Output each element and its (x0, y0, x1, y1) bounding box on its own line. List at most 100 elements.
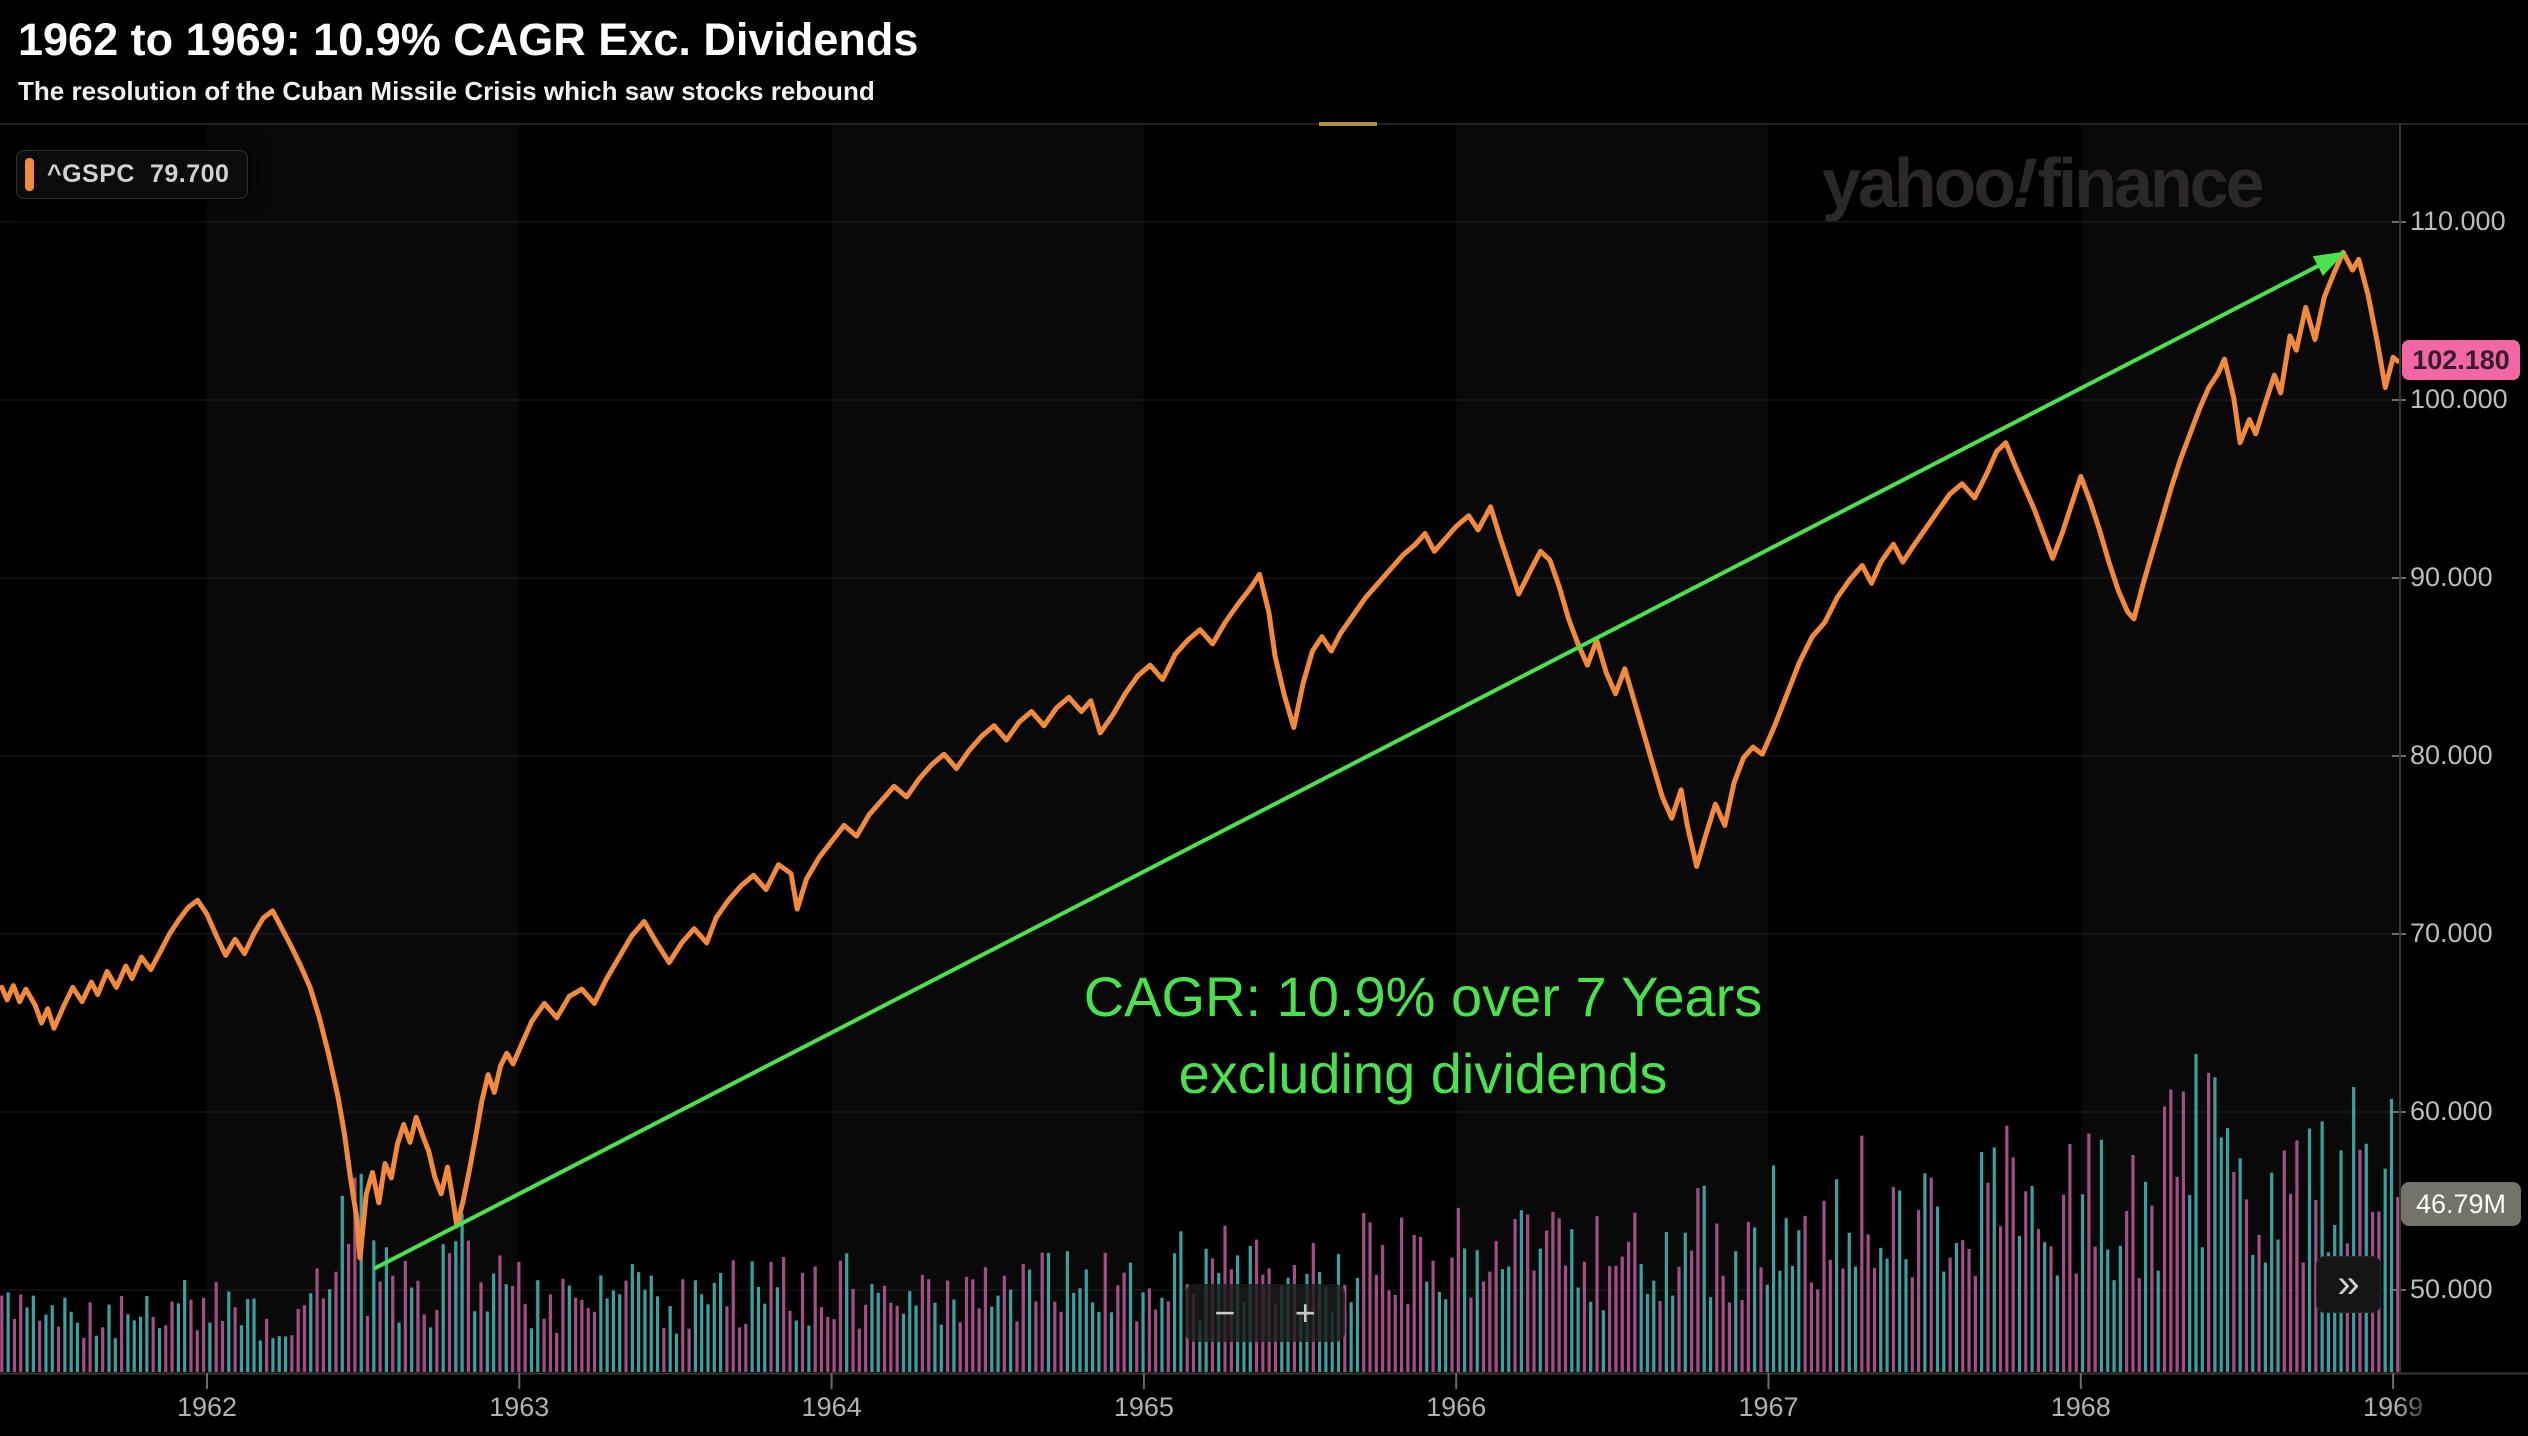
volume-bar (1797, 1230, 1801, 1372)
volume-bar (334, 1271, 338, 1372)
volume-bar (2125, 1211, 2129, 1372)
volume-bar (706, 1304, 710, 1372)
latest-volume-badge: 46.79M (2401, 1182, 2521, 1226)
symbol-legend-badge[interactable]: ^GSPC 79.700 (16, 150, 249, 199)
volume-bar (208, 1322, 212, 1372)
volume-bar (2074, 1273, 2078, 1372)
volume-bar (1532, 1270, 1536, 1372)
volume-bar (2087, 1133, 2091, 1372)
volume-bar (1488, 1271, 1492, 1372)
volume-bar (1072, 1292, 1076, 1372)
volume-bar (517, 1261, 521, 1372)
volume-bar (435, 1309, 439, 1372)
volume-bar (807, 1325, 811, 1372)
volume-bar (1500, 1269, 1505, 1372)
zoom-out-button[interactable]: − (1214, 1292, 1236, 1333)
volume-bar (1570, 1229, 1574, 1372)
volume-bar (1639, 1264, 1643, 1372)
volume-bar (567, 1285, 571, 1372)
volume-bar (1866, 1234, 1870, 1372)
volume-bar (492, 1273, 496, 1372)
volume-bar (1582, 1261, 1587, 1372)
volume-bar (1614, 1265, 1618, 1372)
volume-bar (1828, 1259, 1832, 1372)
volume-bar (889, 1302, 893, 1372)
volume-bar (391, 1275, 395, 1372)
volume-bar (523, 1304, 527, 1372)
trend-arrow-head[interactable] (2312, 251, 2347, 276)
volume-bar (1879, 1247, 1883, 1372)
volume-bar (214, 1282, 218, 1372)
yahoo-finance-watermark: yahoo!finance (1822, 144, 2265, 222)
volume-bar (1475, 1250, 1479, 1372)
volume-bar (1708, 1297, 1713, 1372)
volume-bar (2162, 1106, 2167, 1372)
volume-bar (12, 1318, 17, 1372)
volume-bar (914, 1305, 918, 1372)
volume-bar (1387, 1290, 1391, 1372)
volume-bar (573, 1297, 578, 1372)
volume-bar (1034, 1301, 1038, 1372)
volume-bar (410, 1287, 414, 1372)
volume-bar (2068, 1143, 2072, 1372)
volume-bar (1053, 1301, 1057, 1372)
volume-bar (725, 1306, 729, 1372)
year-shade-band (832, 124, 1144, 1373)
cagr-annotation-line2: excluding dividends (1178, 1042, 1668, 1105)
volume-bar (1898, 1190, 1902, 1372)
volume-bar (1147, 1288, 1151, 1372)
volume-bar (1809, 1282, 1814, 1372)
volume-bar (1790, 1265, 1795, 1372)
volume-bar (19, 1294, 23, 1372)
volume-bar (2099, 1139, 2104, 1372)
volume-bar (1620, 1256, 1624, 1372)
volume-bar (1481, 1281, 1486, 1372)
volume-bar (441, 1244, 445, 1372)
volume-bar (1942, 1271, 1946, 1372)
volume-bar (1771, 1165, 1776, 1372)
volume-bar (164, 1325, 168, 1372)
volume-bar (1633, 1212, 1637, 1372)
volume-bar (428, 1327, 433, 1372)
trend-arrow-line[interactable] (373, 264, 2319, 1271)
cagr-annotation-line1: CAGR: 10.9% over 7 Years (1083, 965, 1763, 1028)
volume-bar (233, 1307, 237, 1372)
volume-bar (195, 1330, 199, 1372)
volume-bar (1715, 1223, 1719, 1372)
volume-bar (1513, 1219, 1517, 1372)
x-axis-label: 1964 (801, 1392, 862, 1422)
volume-bar (1753, 1227, 1757, 1372)
volume-bar (744, 1323, 748, 1372)
volume-bar (1544, 1230, 1549, 1372)
volume-bar (1690, 1250, 1694, 1372)
volume-bar (1141, 1292, 1145, 1372)
volume-bar (1116, 1285, 1120, 1372)
volume-bar (1015, 1321, 1019, 1372)
zoom-in-button[interactable]: + (1294, 1292, 1316, 1333)
volume-bar (422, 1314, 426, 1372)
volume-bar (44, 1314, 48, 1372)
volume-bar (309, 1293, 313, 1372)
volume-bar (1816, 1289, 1820, 1372)
volume-bar (1299, 1312, 1303, 1372)
volume-bar (0, 1295, 4, 1372)
volume-bar (990, 1306, 994, 1372)
volume-bar (864, 1304, 868, 1372)
volume-bar (580, 1299, 584, 1372)
volume-bar (2383, 1168, 2387, 1372)
volume-bar (1929, 1177, 1933, 1372)
volume-bar (328, 1289, 332, 1372)
y-axis-label: 50.000 (2410, 1274, 2493, 1304)
volume-bar (2055, 1275, 2059, 1372)
volume-bar (1021, 1263, 1025, 1372)
scroll-forward-button[interactable]: » (2316, 1256, 2381, 1313)
volume-bar (630, 1264, 634, 1372)
volume-bar (113, 1338, 117, 1372)
volume-bar (996, 1295, 1000, 1372)
volume-bar (1853, 1266, 1858, 1372)
volume-bar (1563, 1265, 1568, 1372)
volume-bar (1986, 1182, 1990, 1372)
volume-bar (1765, 1284, 1769, 1372)
cagr-annotation-text[interactable]: CAGR: 10.9% over 7 Years excluding divid… (983, 958, 1863, 1112)
volume-bar (1538, 1248, 1542, 1372)
